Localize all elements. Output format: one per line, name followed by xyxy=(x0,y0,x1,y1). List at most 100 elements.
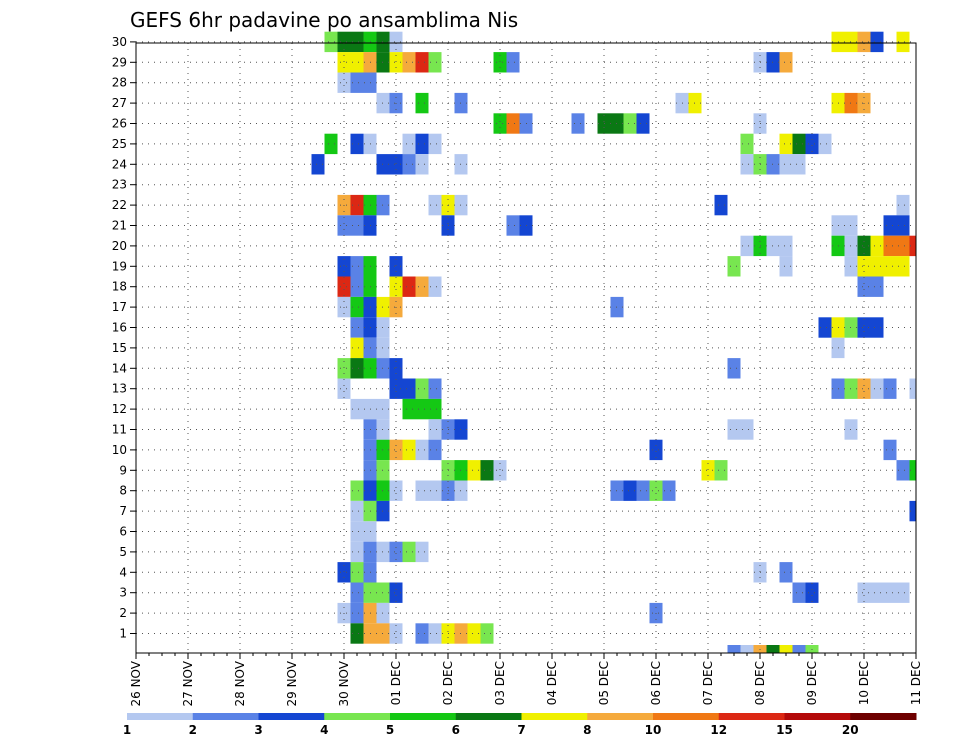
heatmap-cell xyxy=(350,215,364,236)
heatmap-cell xyxy=(714,460,728,481)
heatmap-cell xyxy=(818,317,832,338)
heatmap-cell xyxy=(909,460,916,481)
heatmap-cell xyxy=(415,133,429,155)
heatmap-cell xyxy=(818,133,832,155)
heatmap-cell xyxy=(883,582,897,603)
y-tick-label: 17 xyxy=(112,300,127,314)
heatmap-cell xyxy=(415,623,429,644)
colorbar-label: 3 xyxy=(254,723,262,737)
heatmap-cell xyxy=(337,562,351,583)
heatmap-cell xyxy=(350,623,364,644)
heatmap-cell xyxy=(337,276,351,297)
heatmap-cell xyxy=(857,317,871,338)
heatmap-cell xyxy=(779,133,793,155)
heatmap-cell xyxy=(389,276,403,297)
x-tick-label: 05 DEC xyxy=(597,661,611,705)
heatmap-cell xyxy=(779,52,793,73)
heatmap-cell xyxy=(350,562,364,583)
heatmap-cell xyxy=(493,52,507,73)
heatmap-cell xyxy=(350,276,364,297)
heatmap-cell xyxy=(428,623,442,644)
y-tick-label: 6 xyxy=(119,525,127,539)
heatmap-cell xyxy=(402,398,416,420)
heatmap-cell xyxy=(350,541,364,563)
colorbar-swatch xyxy=(455,713,522,720)
colorbar-label: 4 xyxy=(320,723,328,737)
heatmap-cell xyxy=(883,235,897,257)
colorbar-swatch xyxy=(587,713,654,720)
y-tick-label: 28 xyxy=(112,76,127,90)
heatmap-cell xyxy=(909,500,916,522)
heatmap-cell xyxy=(350,500,364,522)
heatmap-cell xyxy=(740,235,754,257)
heatmap-cell xyxy=(350,398,364,420)
heatmap-cell xyxy=(480,623,494,644)
heatmap-cell xyxy=(350,133,364,155)
heatmap-cell xyxy=(896,31,910,53)
heatmap-cell xyxy=(857,31,871,53)
heatmap-cell xyxy=(337,72,351,93)
heatmap-cell xyxy=(662,480,676,501)
heatmap-cell xyxy=(415,480,429,501)
heatmap-cell xyxy=(506,215,520,236)
y-tick-label: 29 xyxy=(112,55,127,69)
heatmap-cell xyxy=(350,480,364,501)
x-tick-label: 26 NOV xyxy=(129,660,143,706)
x-tick-label: 06 DEC xyxy=(649,661,663,705)
x-tick-label: 08 DEC xyxy=(753,661,767,705)
heatmap-cell xyxy=(415,378,429,399)
heatmap-cell xyxy=(792,133,806,155)
colorbar-swatch xyxy=(390,713,457,720)
x-tick-label: 27 NOV xyxy=(181,660,195,706)
colorbar-label: 2 xyxy=(189,723,197,737)
heatmap-cell xyxy=(805,133,819,155)
y-tick-label: 3 xyxy=(119,586,127,600)
y-tick-label: 2 xyxy=(119,606,127,620)
heatmap-cell xyxy=(389,582,403,603)
heatmap-cell xyxy=(883,439,897,461)
x-tick-label: 01 DEC xyxy=(389,661,403,705)
y-tick-label: 27 xyxy=(112,96,127,110)
heatmap-cell xyxy=(779,256,793,277)
heatmap-cell xyxy=(428,378,442,399)
y-tick-label: 15 xyxy=(112,341,127,355)
y-tick-label: 21 xyxy=(112,219,127,233)
heatmap-cell xyxy=(779,562,793,583)
heatmap-cell xyxy=(870,256,884,277)
heatmap-cell xyxy=(350,582,364,603)
y-tick-label: 20 xyxy=(112,239,127,253)
heatmap-cell xyxy=(740,154,754,175)
heatmap-cell xyxy=(896,235,910,257)
y-tick-label: 30 xyxy=(112,35,127,49)
heatmap-cell xyxy=(337,215,351,236)
heatmap-cell xyxy=(428,133,442,155)
colorbar-swatch xyxy=(521,713,588,720)
heatmap-cell xyxy=(389,358,403,379)
heatmap-cell xyxy=(740,645,754,653)
heatmap-cell xyxy=(857,378,871,399)
y-tick-label: 1 xyxy=(119,627,127,641)
heatmap-cell xyxy=(350,296,364,318)
x-tick-label: 04 DEC xyxy=(545,661,559,705)
heatmap-cell xyxy=(428,419,442,440)
heatmap-cell xyxy=(506,52,520,73)
x-tick-label: 11 DEC xyxy=(909,661,923,705)
heatmap-cell xyxy=(337,358,351,379)
heatmap-cell xyxy=(415,52,429,73)
heatmap-cell xyxy=(389,480,403,501)
heatmap-cell xyxy=(766,645,780,653)
heatmap-cell xyxy=(779,235,793,257)
heatmap-cell xyxy=(727,419,741,440)
heatmap-cell xyxy=(636,480,650,501)
heatmap-cell xyxy=(337,256,351,277)
colorbar-label: 15 xyxy=(776,723,793,737)
heatmap-cell xyxy=(428,398,442,420)
y-tick-label: 18 xyxy=(112,280,127,294)
y-tick-label: 24 xyxy=(112,157,127,171)
heatmap-cell xyxy=(909,378,916,399)
heatmap-cell xyxy=(792,154,806,175)
y-tick-label: 5 xyxy=(119,545,127,559)
y-tick-label: 19 xyxy=(112,259,127,273)
heatmap-cell xyxy=(714,194,728,216)
heatmap-cell xyxy=(389,541,403,563)
